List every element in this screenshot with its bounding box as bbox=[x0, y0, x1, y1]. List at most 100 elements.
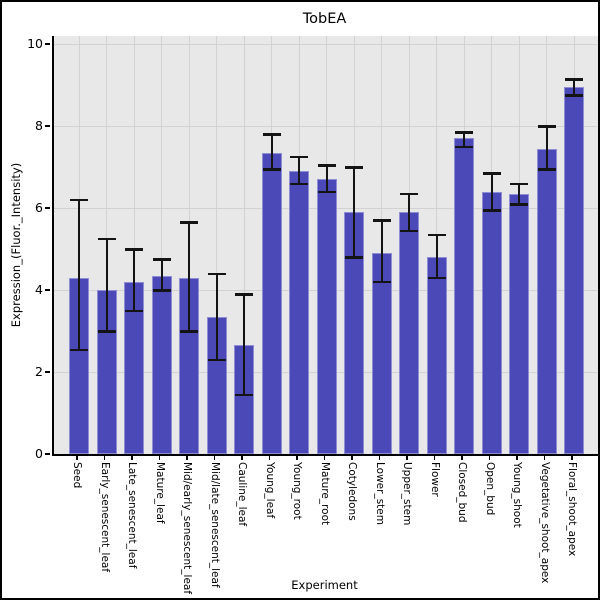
error-bar-line bbox=[408, 193, 410, 231]
x-tick-label: Open_bud bbox=[483, 462, 496, 516]
error-bar-cap-bottom bbox=[565, 94, 583, 97]
error-bar-line bbox=[353, 167, 355, 258]
x-tick-label: Vegetative_shoot_apex bbox=[538, 462, 551, 584]
x-tick-label: Mature_root bbox=[318, 462, 331, 526]
y-tick-label: 2 bbox=[35, 364, 43, 380]
x-tick-mark bbox=[543, 456, 546, 460]
error-bar-cap-bottom bbox=[207, 358, 226, 362]
y-tick-mark bbox=[45, 371, 50, 373]
error-bar-cap-top bbox=[427, 233, 446, 237]
x-tick-label: Cauline_leaf bbox=[236, 462, 248, 527]
x-tick-label: Early_senescent_leaf bbox=[98, 462, 111, 573]
error-bar-cap-bottom bbox=[97, 330, 116, 333]
y-tick-label: 10 bbox=[27, 36, 43, 52]
x-tick-label: Closed_bud bbox=[456, 462, 468, 523]
error-bar-cap-top bbox=[70, 198, 88, 202]
y-tick-label: 8 bbox=[35, 118, 43, 134]
x-tick-mark bbox=[76, 456, 78, 460]
y-tick-mark bbox=[45, 125, 50, 127]
error-bar-cap-top bbox=[510, 182, 528, 186]
error-bar-line bbox=[435, 234, 438, 278]
error-bar-cap-top bbox=[345, 166, 363, 169]
x-tick-mark bbox=[131, 456, 133, 460]
error-bar-cap-top bbox=[317, 164, 336, 167]
y-tick-mark bbox=[45, 43, 50, 45]
plot-panel bbox=[52, 36, 598, 456]
gridline-vertical bbox=[133, 36, 135, 454]
error-bar-cap-bottom bbox=[482, 209, 501, 212]
error-bar-line bbox=[243, 294, 245, 395]
gridline-vertical bbox=[243, 36, 245, 454]
error-bar-line bbox=[105, 238, 108, 332]
bar-young-root bbox=[289, 171, 309, 454]
bar-closed-bud bbox=[454, 138, 474, 454]
error-bar-cap-bottom bbox=[537, 168, 556, 171]
x-tick-mark bbox=[323, 456, 326, 460]
x-tick-label: Mature_leaf bbox=[153, 462, 166, 524]
error-bar-cap-bottom bbox=[400, 229, 418, 233]
error-bar-cap-top bbox=[565, 78, 583, 81]
error-bar-cap-top bbox=[97, 237, 116, 241]
error-bar-cap-top bbox=[235, 293, 253, 296]
y-tick-label: 4 bbox=[35, 282, 43, 298]
x-tick-mark bbox=[268, 456, 271, 460]
x-tick-label: Floral_shoot_apex bbox=[566, 462, 578, 557]
bar-open-bud bbox=[481, 191, 502, 454]
bar-mature-root bbox=[316, 179, 337, 454]
x-tick-label: Cotyledons bbox=[346, 462, 358, 521]
y-tick-label: 0 bbox=[35, 446, 43, 461]
error-bar-cap-top bbox=[207, 272, 226, 276]
x-tick-label: Mid/early_senescent_leaf bbox=[181, 462, 193, 595]
y-tick-label: 6 bbox=[35, 200, 43, 216]
error-bar-line bbox=[463, 132, 465, 147]
x-tick-mark bbox=[186, 456, 188, 460]
error-bar-cap-bottom bbox=[345, 256, 363, 259]
error-bar-cap-top bbox=[537, 125, 556, 128]
error-bar-line bbox=[545, 126, 548, 170]
error-bar-cap-bottom bbox=[262, 168, 281, 171]
error-bar-line bbox=[188, 222, 190, 332]
bar-young-leaf bbox=[261, 152, 282, 454]
error-bar-line bbox=[133, 249, 135, 311]
gridline-vertical bbox=[161, 36, 162, 454]
error-bar-cap-bottom bbox=[235, 393, 253, 397]
error-bar-line bbox=[573, 79, 575, 96]
error-bar-line bbox=[298, 156, 300, 184]
error-bar-cap-bottom bbox=[125, 309, 143, 313]
x-axis-title: Experiment bbox=[291, 578, 358, 592]
x-tick-label: Flower bbox=[428, 462, 441, 497]
bar-floral-shoot-apex bbox=[564, 87, 584, 454]
error-bar-cap-top bbox=[180, 221, 198, 224]
bar-vegetative-shoot-apex bbox=[536, 148, 557, 454]
x-tick-mark bbox=[241, 456, 243, 460]
x-tick-mark bbox=[103, 456, 106, 460]
error-bar-cap-bottom bbox=[427, 276, 446, 280]
x-tick-label: Late_senescent_leaf bbox=[126, 462, 138, 569]
error-bar-cap-top bbox=[455, 131, 473, 134]
x-tick-mark bbox=[406, 456, 408, 460]
error-bar-line bbox=[518, 183, 520, 204]
error-bar-line bbox=[380, 220, 383, 282]
y-axis-title: Expression_(Fluor._Intensity) bbox=[9, 162, 23, 328]
x-tick-label: Young_shoot bbox=[511, 462, 523, 528]
x-tick-mark bbox=[571, 456, 573, 460]
error-bar-cap-bottom bbox=[290, 182, 308, 186]
chart-title: TobEA bbox=[302, 11, 347, 27]
x-tick-mark bbox=[433, 456, 436, 460]
x-tick-mark bbox=[213, 456, 216, 460]
bar-mature-leaf bbox=[151, 275, 172, 454]
x-tick-label: Seed bbox=[71, 462, 83, 489]
error-bar-cap-top bbox=[372, 219, 391, 222]
x-tick-mark bbox=[516, 456, 518, 460]
error-bar-cap-top bbox=[482, 172, 501, 175]
bar-young-shoot bbox=[509, 193, 529, 454]
error-bar-cap-bottom bbox=[372, 280, 391, 284]
x-tick-label: Young_leaf bbox=[263, 462, 276, 519]
y-tick-mark bbox=[45, 289, 50, 291]
error-bar-cap-top bbox=[262, 133, 281, 136]
error-bar-line bbox=[490, 173, 493, 211]
x-tick-mark bbox=[488, 456, 491, 460]
error-bar-cap-bottom bbox=[317, 190, 336, 194]
x-tick-label: Upper_stem bbox=[401, 462, 413, 526]
